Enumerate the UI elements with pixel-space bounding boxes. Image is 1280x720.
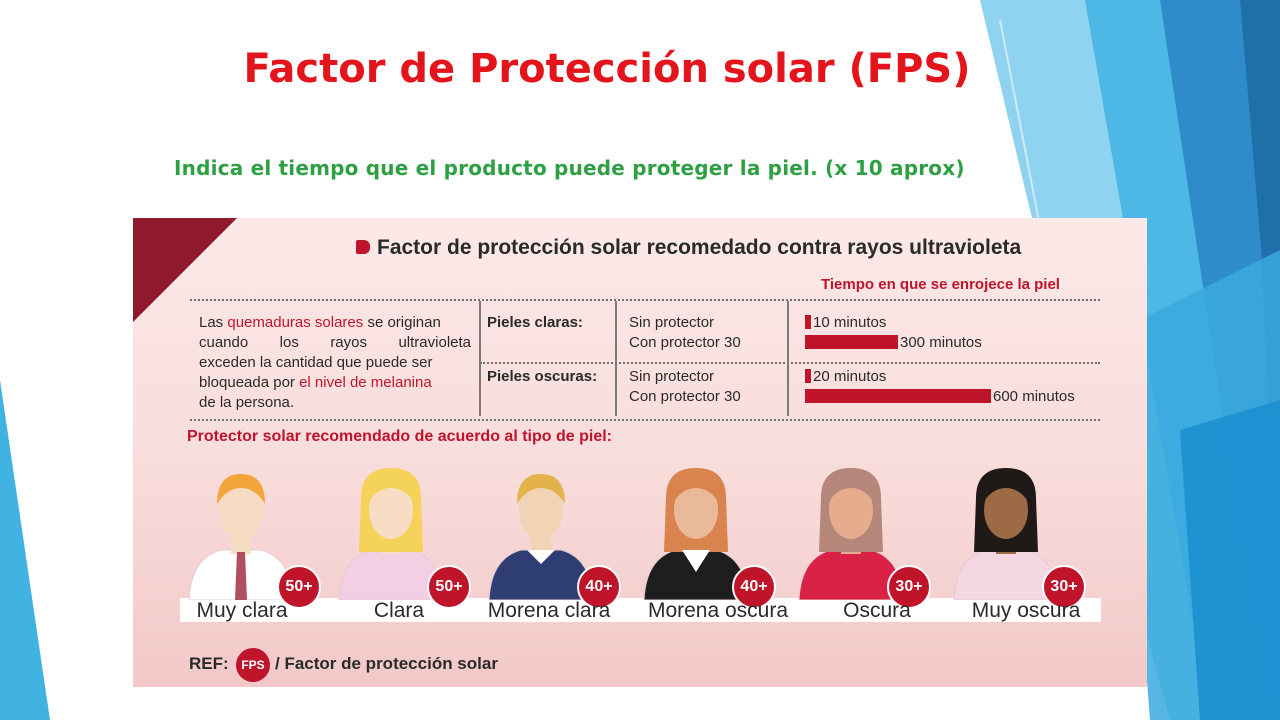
intro-line-4: bloqueada por el nivel de melanina	[199, 374, 432, 391]
intro-text: bloqueada por	[199, 374, 300, 391]
vertical-divider-1	[479, 301, 481, 416]
fps-badge: 50+	[427, 565, 471, 609]
section-heading: Protector solar recomendado de acuerdo a…	[187, 428, 612, 445]
divider-bottom	[190, 419, 1100, 421]
person-icon	[488, 474, 594, 600]
row-with-label: Con protector 30	[629, 388, 741, 405]
skin-type-label: Morena oscura	[647, 599, 789, 622]
divider-middle	[480, 362, 1100, 364]
fps-badge: 40+	[577, 565, 621, 609]
intro-line-2: cuando los rayos ultravioleta	[199, 334, 471, 351]
row-skin-label: Pieles oscuras:	[487, 368, 598, 385]
row-without-label: Sin protector	[629, 368, 715, 385]
slide-subtitle: Indica el tiempo que el producto puede p…	[174, 156, 965, 180]
person-icon	[953, 468, 1059, 600]
intro-highlight: el nivel de melanina	[299, 374, 432, 391]
time-value-with: 600 minutos	[993, 388, 1075, 405]
person-icon	[338, 468, 444, 600]
vertical-divider-2	[615, 301, 617, 416]
time-value-without: 20 minutos	[813, 368, 887, 385]
intro-line-3: exceden la cantidad que puede ser	[199, 354, 433, 371]
row-without-label: Sin protector	[629, 314, 715, 331]
time-bar-without	[805, 369, 811, 383]
fps-badge: 30+	[887, 565, 931, 609]
time-bar-without	[805, 315, 811, 329]
divider-top	[190, 299, 1100, 301]
corner-triangle	[133, 218, 237, 322]
fps-badge: 40+	[732, 565, 776, 609]
row-with-label: Con protector 30	[629, 334, 741, 351]
infographic: Factor de protección solar recomedado co…	[133, 218, 1147, 687]
person-icon	[798, 468, 904, 600]
time-bar-with	[805, 389, 991, 403]
vertical-divider-3	[787, 301, 789, 416]
time-value-with: 300 minutos	[900, 334, 982, 351]
skin-type-label: Morena clara	[487, 599, 611, 622]
ref-label: REF:	[189, 654, 229, 673]
intro-line-1: Las quemaduras solares se originan	[199, 314, 441, 331]
heading-marker-icon	[356, 240, 370, 254]
intro-text: se originan	[363, 314, 441, 331]
person-icon	[643, 468, 749, 600]
fps-badge: 50+	[277, 565, 321, 609]
skin-type-label: Muy clara	[196, 599, 288, 622]
slide-title: Factor de Protección solar (FPS)	[243, 46, 971, 92]
row-skin-label: Pieles claras:	[487, 314, 583, 331]
time-header: Tiempo en que se enrojece la piel	[821, 276, 1060, 293]
time-value-without: 10 minutos	[813, 314, 887, 331]
infographic-heading: Factor de protección solar recomedado co…	[377, 236, 1022, 259]
time-bar-with	[805, 335, 898, 349]
intro-highlight: quemaduras solares	[227, 314, 364, 331]
skin-type-label: Muy oscura	[971, 599, 1081, 622]
skin-type-label: Oscura	[843, 599, 911, 622]
skin-type-label: Clara	[373, 599, 425, 622]
intro-line-5: de la persona.	[199, 394, 295, 411]
fps-badge-icon: FPS	[236, 648, 270, 682]
label-strip	[180, 598, 1101, 622]
fps-badge: 30+	[1042, 565, 1086, 609]
intro-text: Las	[199, 314, 228, 331]
ref-text: / Factor de protección solar	[275, 654, 498, 673]
